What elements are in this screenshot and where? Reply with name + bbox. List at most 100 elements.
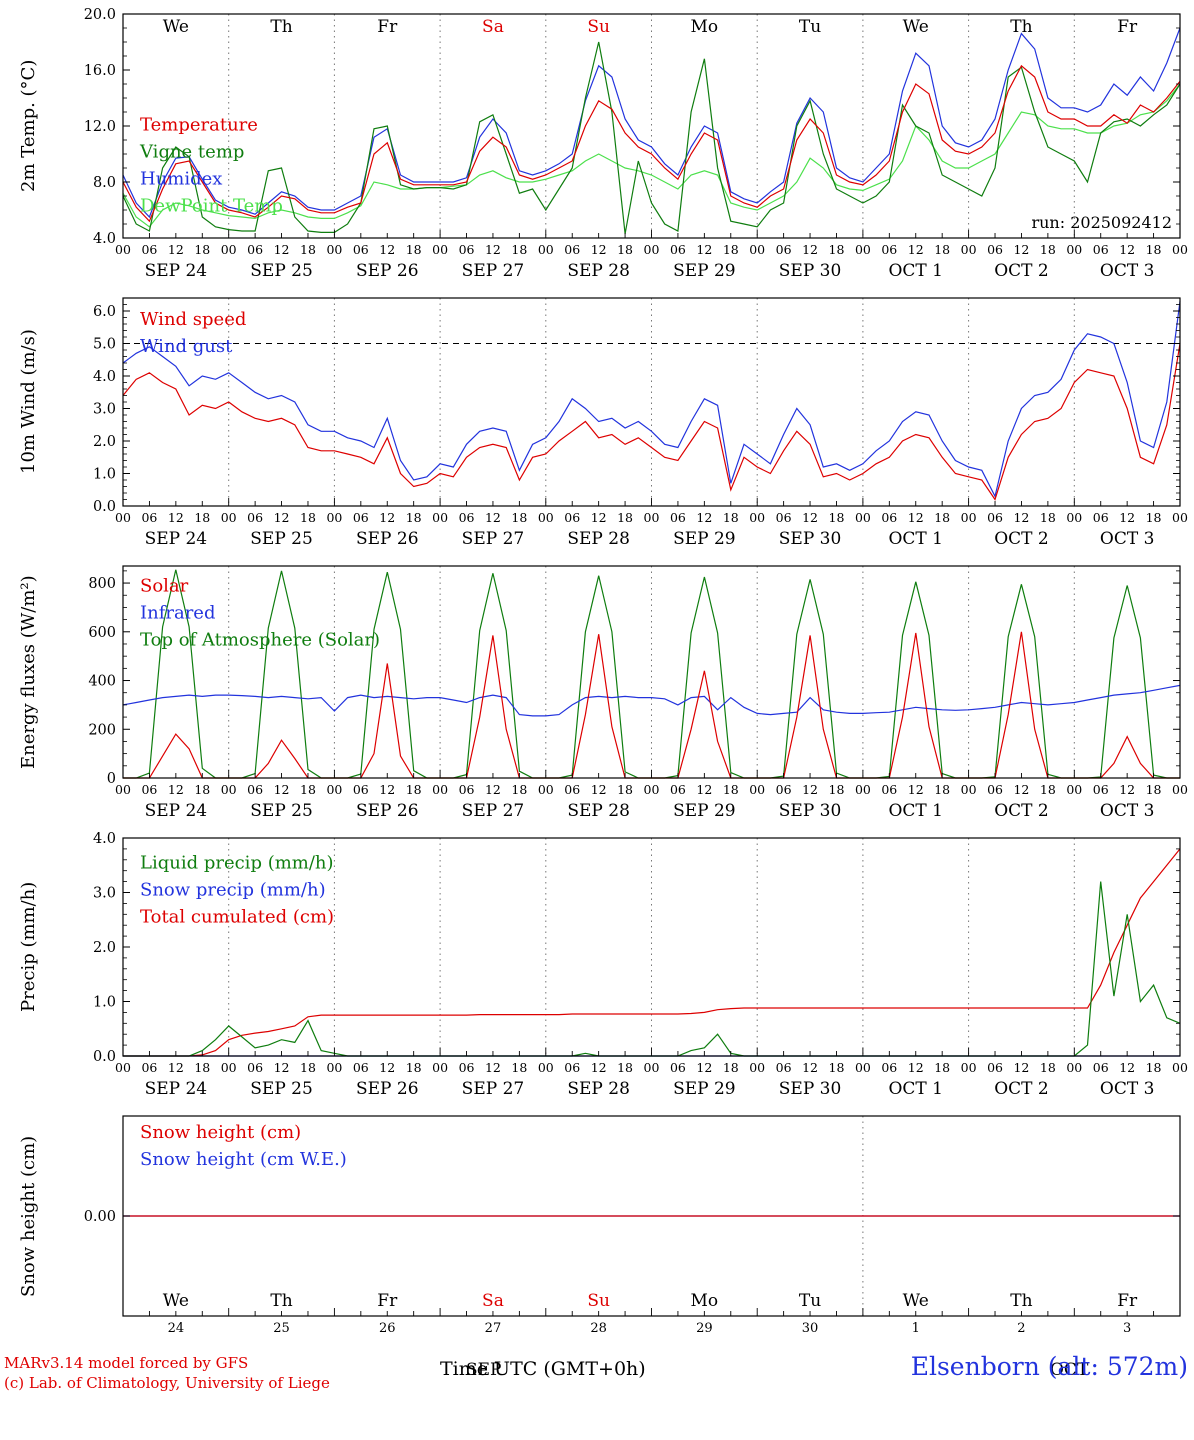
hour-tick-label: 06 [353, 242, 369, 257]
y-tick-label: 20.0 [84, 7, 116, 23]
day-name-label: Fr [1117, 17, 1138, 37]
hour-tick-label: 00 [115, 510, 131, 525]
hour-tick-label: 06 [141, 510, 157, 525]
y-tick-label: 4.0 [93, 831, 116, 847]
hour-tick-label: 06 [881, 1060, 897, 1075]
date-label: SEP 25 [250, 529, 313, 549]
snow-height-chart: 0.00 We Th Fr Sa Su Mo Tu We Th Fr 24 25 26 27 28 29 30 1 2… [84, 1115, 1181, 1336]
hour-tick-label: 18 [1146, 510, 1162, 525]
legend-humidex: Humidex [140, 168, 222, 189]
hour-tick-label: 00 [326, 242, 342, 257]
2m-temperature-series-vigne-temp [122, 41, 1181, 234]
date-label: SEP 30 [779, 1079, 842, 1099]
hour-tick-label: 00 [1172, 242, 1188, 257]
panel-2m-temperature: 2m Temp. (°C) 4.0 8.0 12.0 16.0 20.0 00 06 12 18… [0, 4, 1194, 288]
hour-tick-label: 12 [1013, 242, 1029, 257]
hour-tick-label: 12 [591, 242, 607, 257]
hour-tick-label: 00 [1066, 782, 1082, 797]
hour-tick-label: 06 [1093, 242, 1109, 257]
hour-tick-label: 00 [855, 510, 871, 525]
hour-tick-label: 12 [908, 242, 924, 257]
date-label: SEP 26 [356, 801, 419, 821]
lab-credit: (c) Lab. of Climatology, University of L… [4, 1374, 330, 1392]
hour-tick-label: 00 [221, 242, 237, 257]
hour-tick-label: 06 [987, 510, 1003, 525]
hour-tick-label: 06 [987, 782, 1003, 797]
hour-tick-label: 06 [564, 510, 580, 525]
legend-total-cumulated-cm-: Total cumulated (cm) [140, 907, 334, 928]
day-name-label: Fr [377, 17, 398, 37]
hour-tick-label: 06 [776, 1060, 792, 1075]
hour-tick-label: 12 [802, 510, 818, 525]
day-name-label: Th [270, 17, 292, 37]
hour-tick-label: 00 [221, 510, 237, 525]
hour-tick-label: 12 [908, 782, 924, 797]
date-label: OCT 1 [888, 529, 943, 549]
y-tick-label: 2.0 [93, 940, 116, 956]
hour-tick-label: 00 [1066, 1060, 1082, 1075]
y-tick-label: 16.0 [84, 63, 116, 79]
date-label: SEP 30 [779, 801, 842, 821]
hour-tick-label: 06 [564, 242, 580, 257]
precipitation-series-total-cumulated-cm- [123, 848, 1181, 1057]
day-name-label: We [903, 17, 929, 37]
hour-tick-label: 00 [855, 1060, 871, 1075]
hour-tick-label: 06 [670, 782, 686, 797]
hour-tick-label: 18 [511, 782, 527, 797]
hour-tick-label: 00 [1066, 510, 1082, 525]
date-label: SEP 28 [567, 261, 630, 281]
hour-tick-label: 06 [141, 1060, 157, 1075]
day-name-label: Th [1010, 1291, 1032, 1311]
hour-tick-label: 12 [591, 510, 607, 525]
hour-tick-label: 18 [406, 1060, 422, 1075]
wind-chart: 0.0 1.0 2.0 3.0 4.0 5.0 6.0 00 06 12 18 00 06 12 18 00 0… [93, 297, 1188, 549]
hour-tick-label: 06 [881, 242, 897, 257]
hour-tick-label: 12 [1119, 510, 1135, 525]
hour-tick-label: 06 [881, 782, 897, 797]
hour-tick-label: 18 [934, 1060, 950, 1075]
panel-energy-fluxes: Energy fluxes (W/m²) 0 200 400 600 800 00 06 12… [0, 556, 1194, 828]
hour-tick-label: 18 [194, 782, 210, 797]
hour-tick-label: 06 [1093, 782, 1109, 797]
hour-tick-label: 12 [591, 1060, 607, 1075]
hour-tick-label: 00 [961, 782, 977, 797]
y-tick-label: 400 [88, 674, 116, 690]
hour-tick-label: 12 [485, 510, 501, 525]
legend-wind-gust: Wind gust [140, 336, 233, 357]
hour-tick-label: 06 [1093, 1060, 1109, 1075]
hour-tick-label: 12 [1119, 242, 1135, 257]
hour-tick-label: 00 [115, 782, 131, 797]
hour-tick-label: 00 [326, 510, 342, 525]
y-axis-label-energy: Energy fluxes (W/m²) [18, 575, 39, 769]
2m-temperature-series-dewpoint-temp [122, 83, 1181, 228]
hour-tick-label: 18 [617, 1060, 633, 1075]
hour-tick-label: 12 [802, 1060, 818, 1075]
hour-tick-label: 00 [749, 510, 765, 525]
hour-tick-label: 06 [247, 1060, 263, 1075]
hour-tick-label: 00 [961, 510, 977, 525]
hour-tick-label: 18 [934, 510, 950, 525]
hour-tick-label: 18 [1146, 1060, 1162, 1075]
temperature-chart: 4.0 8.0 12.0 16.0 20.0 00 06 12 18 00 06 12 18 00 06 12… [84, 7, 1188, 281]
hour-tick-label: 18 [511, 242, 527, 257]
hour-tick-label: 12 [1013, 510, 1029, 525]
hour-tick-label: 00 [644, 510, 660, 525]
date-label: SEP 29 [673, 529, 736, 549]
hour-tick-label: 06 [564, 1060, 580, 1075]
hour-tick-label: 12 [908, 510, 924, 525]
hour-tick-label: 18 [617, 242, 633, 257]
day-name-label: Su [587, 1291, 610, 1311]
y-axis-label-wind: 10m Wind (m/s) [18, 329, 39, 475]
day-name-label: Sa [482, 1291, 504, 1311]
10m-wind-series-wind-speed [122, 343, 1181, 501]
hour-tick-label: 00 [115, 1060, 131, 1075]
date-label: OCT 2 [994, 261, 1049, 281]
hour-tick-label: 12 [696, 782, 712, 797]
y-tick-label: 6.0 [93, 304, 116, 320]
y-tick-label: 3.0 [93, 402, 116, 418]
legend-infrared: Infrared [140, 602, 215, 623]
day-name-label: Tu [799, 17, 821, 37]
y-tick-label: 3.0 [93, 886, 116, 902]
day-name-label: Su [587, 17, 610, 37]
legend-wind-speed: Wind speed [140, 309, 246, 330]
